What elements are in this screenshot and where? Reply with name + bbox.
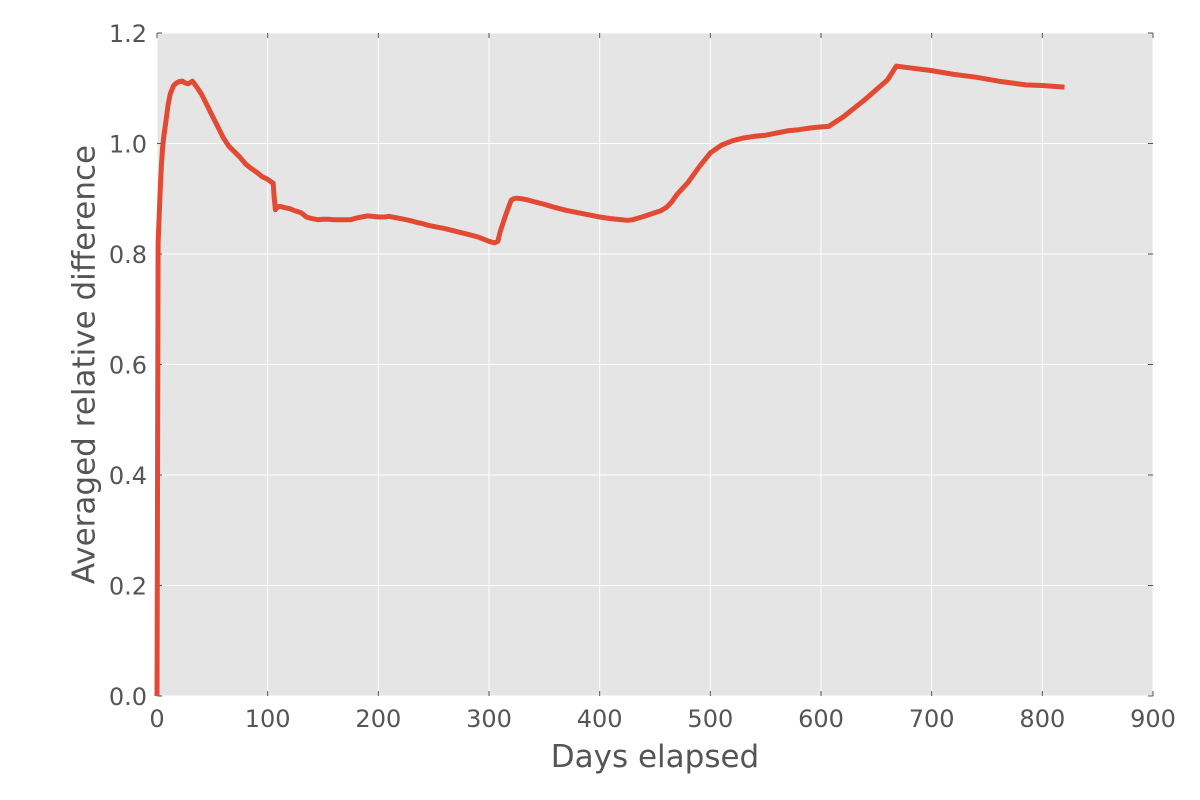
x-tick-label: 200	[355, 705, 401, 733]
series-group	[154, 63, 1065, 697]
x-tick-label: 500	[687, 705, 733, 733]
y-tick-label: 0.2	[109, 573, 147, 601]
x-tick-label: 700	[909, 705, 955, 733]
x-tick-label: 800	[1019, 705, 1065, 733]
x-tick-label: 0	[149, 705, 164, 733]
x-tick-label: 400	[577, 705, 623, 733]
y-tick-label: 0.4	[109, 462, 147, 490]
y-tick-label: 1.2	[109, 20, 147, 48]
x-axis-label: Days elapsed	[551, 739, 759, 775]
axis-ticks	[156, 32, 1154, 697]
series-line-0	[154, 63, 1065, 697]
y-axis-label: Averaged relative difference	[67, 145, 103, 584]
y-tick-label: 0.0	[109, 683, 147, 711]
y-tick-label: 1.0	[109, 131, 147, 159]
x-tick-label: 900	[1130, 705, 1176, 733]
x-tick-label: 300	[466, 705, 512, 733]
y-tick-label: 0.8	[109, 241, 147, 269]
x-tick-label: 600	[798, 705, 844, 733]
y-tick-label: 0.6	[109, 352, 147, 380]
x-tick-label: 100	[245, 705, 291, 733]
tick-labels: 0 100 200 300 400 500 600 700 800 900 0.0 0.2 0.4 0.6…	[109, 20, 1176, 733]
